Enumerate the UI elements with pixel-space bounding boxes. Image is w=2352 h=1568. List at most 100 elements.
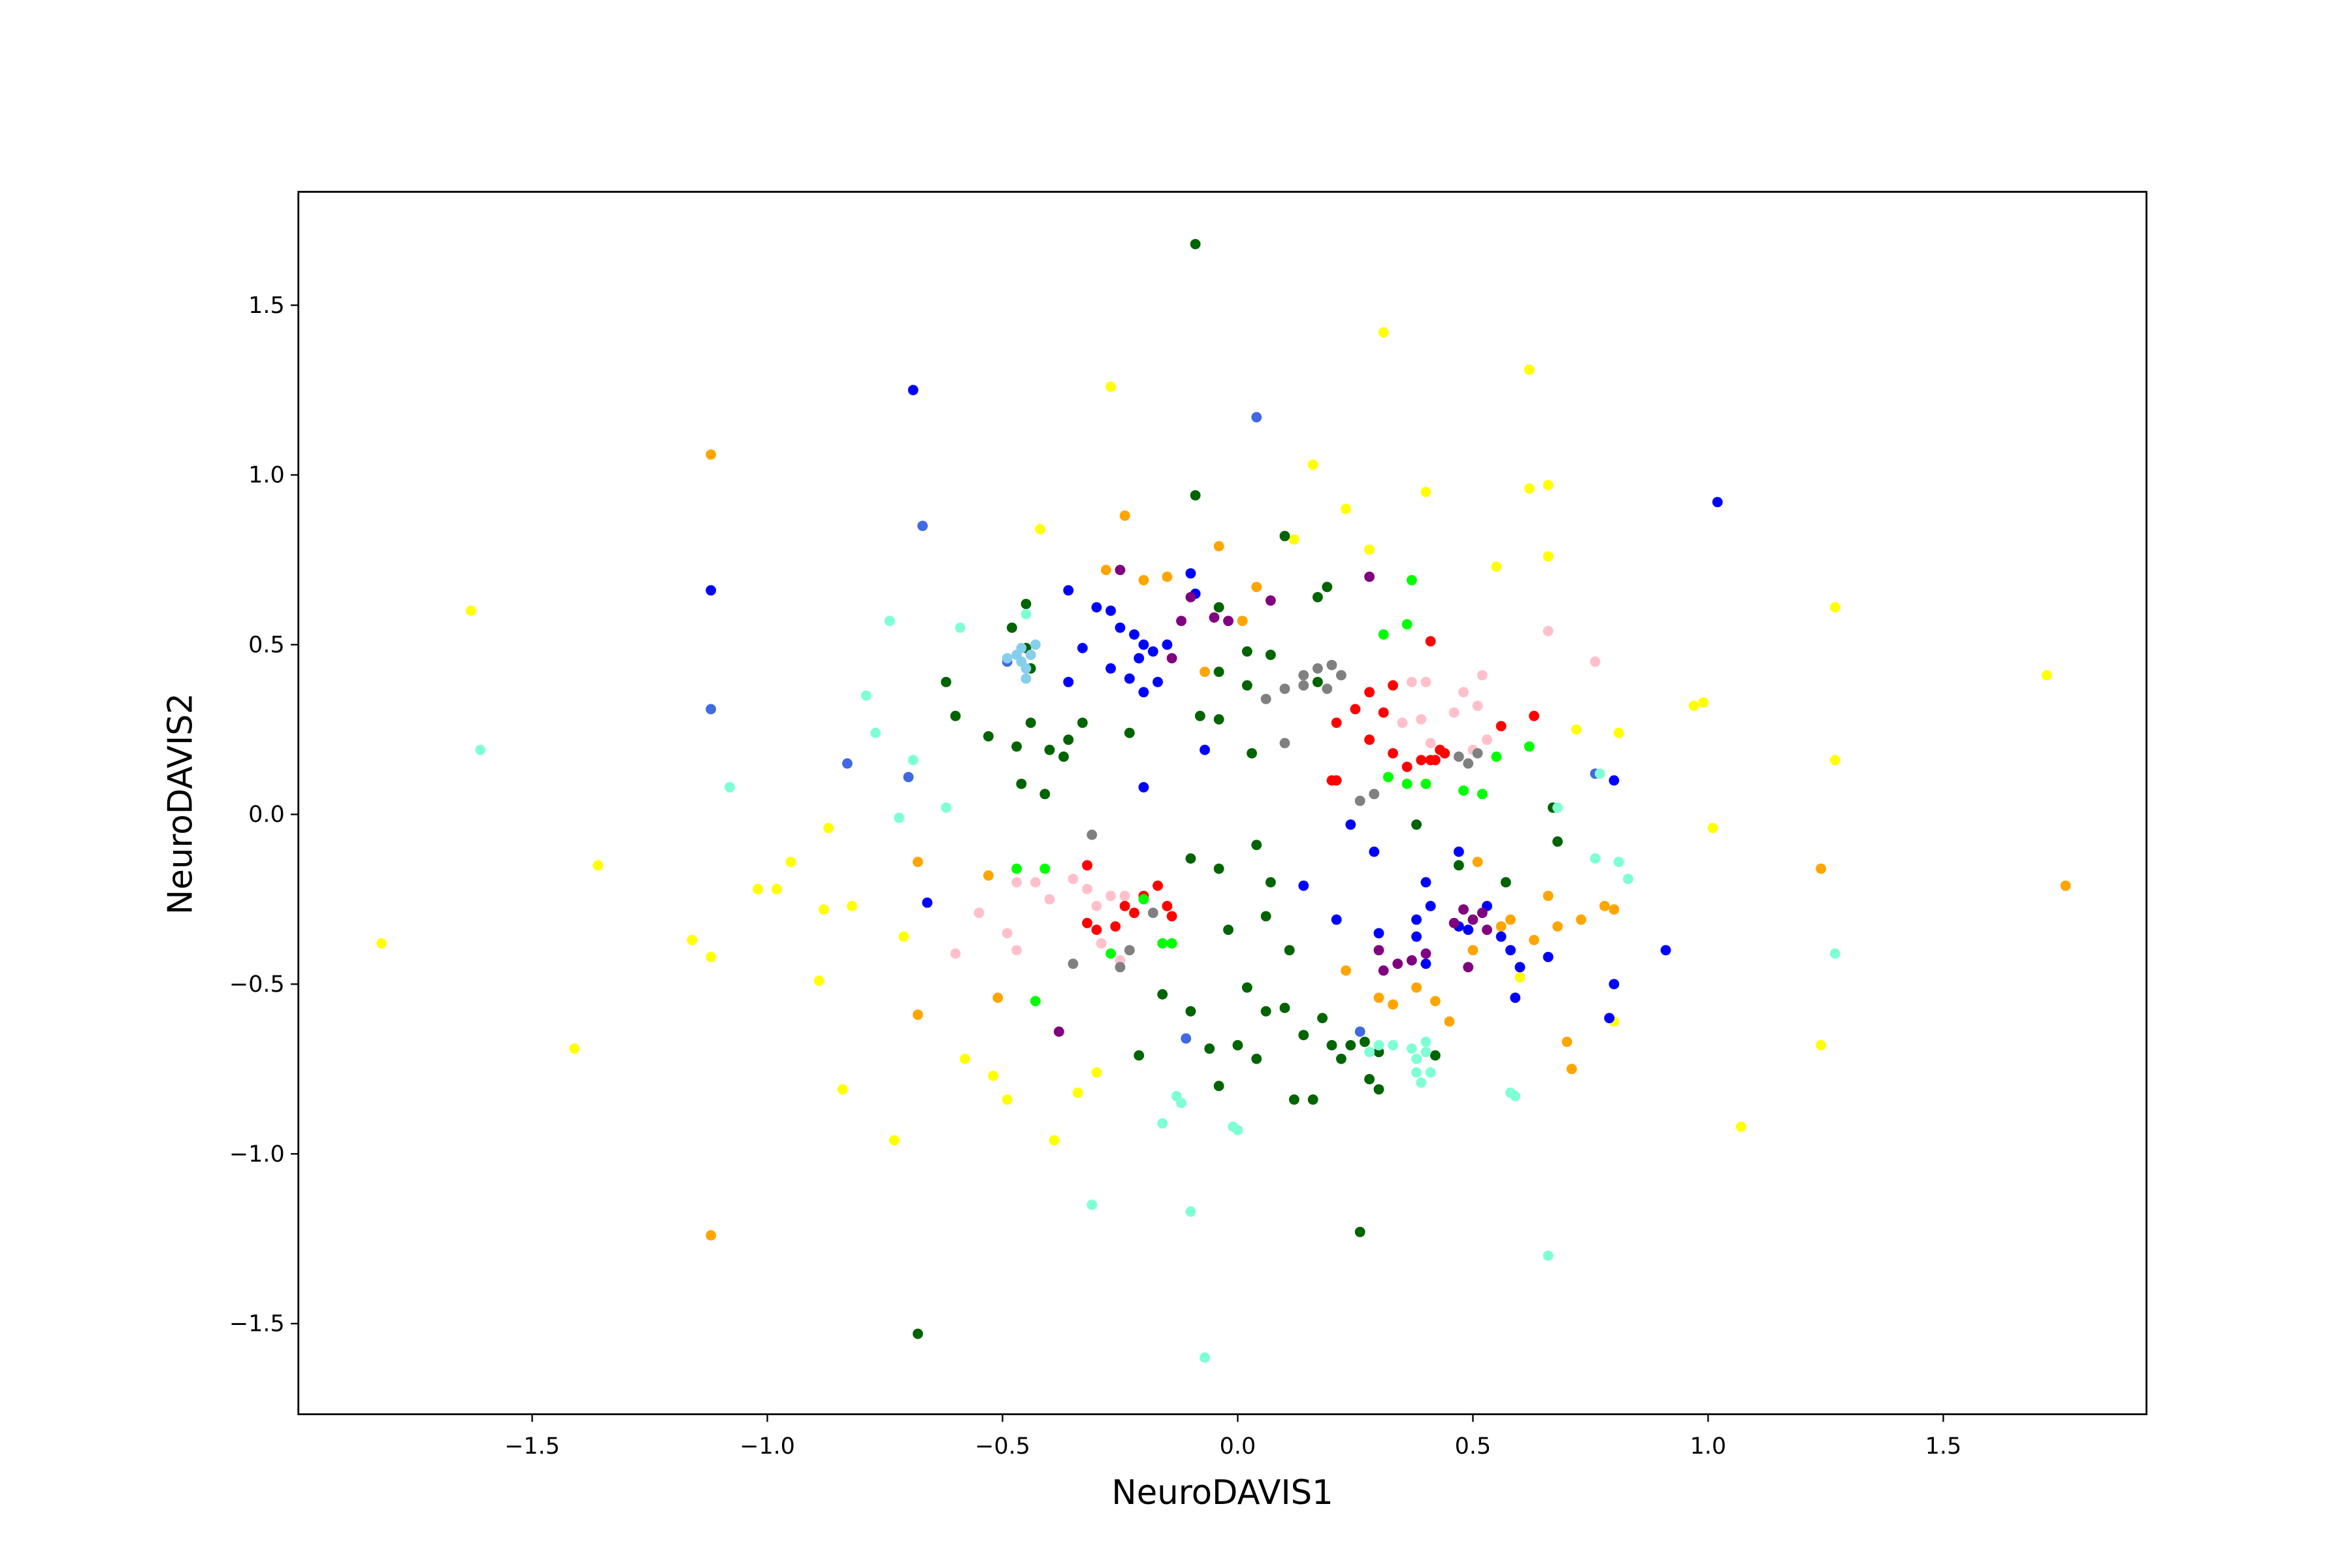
point — [1016, 643, 1027, 653]
point — [950, 948, 961, 959]
point — [1463, 962, 1474, 973]
point — [706, 1230, 717, 1241]
point — [1307, 1094, 1318, 1105]
point — [1077, 717, 1088, 728]
point — [1086, 829, 1098, 840]
point — [1110, 921, 1121, 932]
point — [1401, 761, 1413, 772]
point — [1609, 979, 1620, 990]
point — [1543, 951, 1554, 962]
point — [1543, 890, 1554, 902]
point — [466, 605, 476, 616]
point — [1411, 1053, 1422, 1064]
point — [1138, 639, 1149, 650]
y-tick-label: 0.5 — [248, 632, 285, 658]
point — [376, 938, 387, 949]
point — [1373, 992, 1384, 1004]
point — [917, 520, 928, 531]
point — [1030, 996, 1041, 1007]
point — [1213, 602, 1224, 613]
point — [1420, 1047, 1431, 1058]
x-tick-label: −1.5 — [504, 1433, 560, 1460]
point — [1388, 680, 1398, 691]
point — [1416, 1077, 1427, 1088]
point — [1425, 755, 1436, 766]
point — [1467, 945, 1478, 956]
point — [988, 1070, 999, 1081]
point — [1373, 928, 1384, 939]
point — [1735, 1121, 1746, 1132]
point — [1491, 751, 1502, 762]
point — [1105, 381, 1116, 392]
point — [1284, 945, 1295, 956]
point — [1298, 880, 1309, 891]
point — [1176, 615, 1186, 627]
point — [1058, 751, 1070, 762]
point — [1124, 945, 1135, 956]
point — [1453, 846, 1464, 857]
point — [1265, 595, 1276, 606]
point — [1194, 710, 1205, 721]
point — [1115, 564, 1126, 576]
point — [870, 727, 881, 738]
point — [1552, 802, 1563, 813]
point — [1322, 581, 1333, 593]
point — [1021, 673, 1032, 684]
point — [1162, 571, 1173, 582]
point — [1086, 1200, 1098, 1210]
point — [1406, 955, 1417, 966]
point — [1444, 1016, 1455, 1027]
point — [1829, 755, 1840, 766]
point — [1152, 880, 1163, 891]
point — [569, 1043, 580, 1054]
point — [1119, 890, 1130, 902]
point — [1420, 1036, 1431, 1047]
point — [1115, 962, 1126, 973]
point — [1072, 1087, 1083, 1098]
point — [1543, 1250, 1554, 1261]
point — [1053, 1026, 1064, 1037]
point — [1495, 921, 1507, 932]
point — [1420, 486, 1431, 497]
point — [1514, 972, 1526, 983]
point — [1204, 1043, 1215, 1054]
point — [1463, 924, 1474, 936]
point — [1458, 904, 1469, 915]
point — [1458, 687, 1469, 698]
point — [1279, 683, 1290, 694]
point — [1025, 649, 1036, 661]
point — [1510, 992, 1521, 1004]
point — [1331, 914, 1342, 925]
point — [1335, 1053, 1347, 1064]
point — [1609, 775, 1620, 786]
point — [1420, 948, 1431, 959]
point — [1105, 890, 1116, 902]
point — [1514, 962, 1526, 973]
point — [1613, 727, 1624, 738]
point — [1091, 900, 1102, 911]
point — [1529, 934, 1539, 945]
point — [1590, 656, 1601, 667]
point — [983, 731, 994, 742]
point — [1279, 1002, 1290, 1013]
point — [1002, 653, 1013, 664]
point — [1157, 938, 1168, 949]
point — [1388, 999, 1398, 1010]
point — [1157, 988, 1168, 1000]
point — [1298, 680, 1309, 691]
point — [1119, 900, 1130, 911]
point — [1006, 622, 1017, 633]
point — [706, 449, 717, 460]
point — [907, 755, 919, 766]
point — [1378, 629, 1389, 640]
point — [1406, 575, 1417, 585]
x-tick-label: 0.0 — [1220, 1433, 1256, 1460]
point — [1129, 629, 1139, 640]
point — [1425, 1067, 1436, 1078]
point — [1185, 853, 1196, 864]
point — [1049, 1135, 1060, 1146]
point — [1354, 1026, 1365, 1037]
point — [1543, 551, 1554, 562]
x-tick-label: 1.5 — [1925, 1433, 1962, 1460]
point — [1472, 857, 1483, 868]
